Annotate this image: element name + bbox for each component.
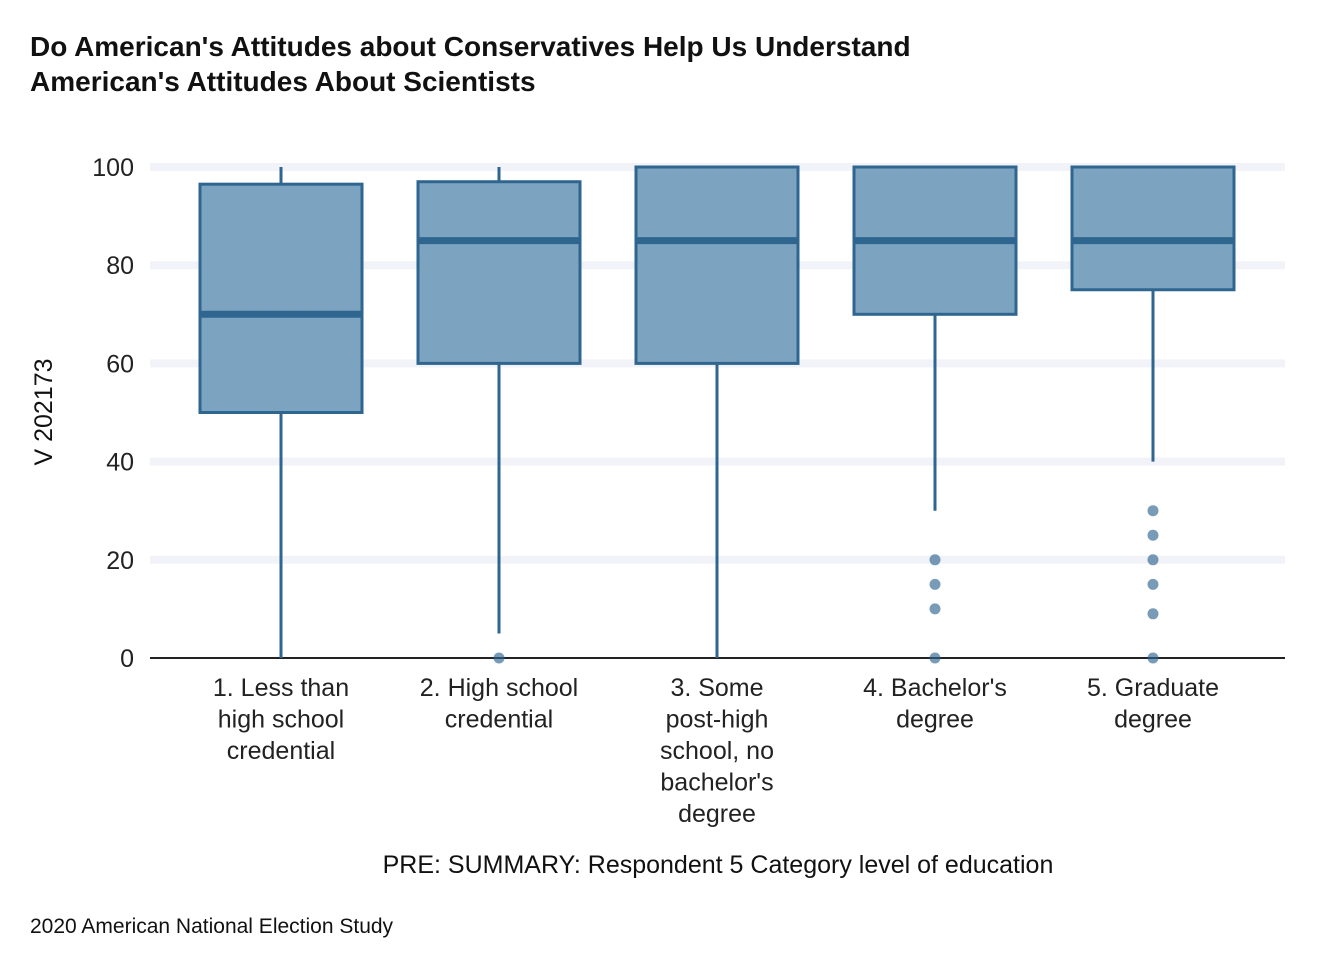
x-tick-label-line: bachelor's bbox=[660, 769, 773, 797]
chart-title-line-2: American's Attitudes About Scientists bbox=[30, 66, 536, 97]
outlier-point bbox=[1147, 554, 1159, 566]
box-group bbox=[416, 167, 582, 664]
y-tick-labels: 0 20 40 60 80 100 bbox=[92, 154, 134, 673]
x-tick-label-line: high school bbox=[218, 706, 344, 734]
y-tick-label: 80 bbox=[106, 252, 134, 280]
chart-title-line-1: Do American's Attitudes about Conservati… bbox=[30, 31, 911, 62]
outlier-point bbox=[929, 578, 941, 590]
x-tick-label-line: post-high bbox=[666, 706, 769, 734]
x-tick-label-line: degree bbox=[896, 706, 974, 734]
x-tick-label-line: 5. Graduate bbox=[1087, 674, 1219, 702]
box-series bbox=[198, 165, 1236, 664]
outlier-point bbox=[929, 652, 941, 664]
y-tick-label: 20 bbox=[106, 547, 134, 575]
chart-caption: 2020 American National Election Study bbox=[30, 915, 394, 938]
box-group bbox=[634, 165, 800, 658]
x-tick-label-line: 2. High school bbox=[420, 674, 578, 702]
outlier-point bbox=[1147, 608, 1159, 620]
x-tick-label-line: 1. Less than bbox=[213, 674, 349, 702]
outlier-point bbox=[493, 652, 505, 664]
box-group bbox=[1070, 165, 1236, 664]
iqr-box bbox=[634, 165, 800, 365]
y-tick-label: 40 bbox=[106, 449, 134, 477]
x-tick-label-line: credential bbox=[227, 737, 335, 765]
outlier-point bbox=[929, 603, 941, 615]
outlier-point bbox=[1147, 578, 1159, 590]
iqr-box bbox=[198, 182, 364, 414]
x-tick-label: 5. Graduate degree bbox=[1087, 674, 1219, 734]
iqr-box bbox=[1070, 165, 1236, 292]
y-axis-title: V 202173 bbox=[30, 358, 58, 465]
x-tick-label-line: degree bbox=[1114, 706, 1192, 734]
box-group bbox=[852, 165, 1018, 664]
x-axis-title: PRE: SUMMARY: Respondent 5 Category leve… bbox=[383, 851, 1054, 879]
outlier-point bbox=[1147, 505, 1159, 517]
x-tick-label-line: school, no bbox=[660, 737, 774, 765]
x-tick-label: 2. High school credential bbox=[420, 674, 578, 734]
x-tick-label-line: credential bbox=[445, 706, 553, 734]
x-tick-label: 1. Less than high school credential bbox=[213, 674, 349, 765]
x-tick-label: 4. Bachelor's degree bbox=[863, 674, 1007, 734]
y-tick-label: 0 bbox=[120, 645, 134, 673]
outlier-point bbox=[929, 554, 941, 566]
x-tick-label: 3. Some post-high school, no bachelor's degr… bbox=[660, 674, 774, 828]
x-tick-label-line: 4. Bachelor's bbox=[863, 674, 1007, 702]
y-tick-label: 60 bbox=[106, 350, 134, 378]
x-tick-label-line: degree bbox=[678, 800, 756, 828]
box-group bbox=[198, 167, 364, 658]
x-tick-label-line: 3. Some bbox=[670, 674, 763, 702]
outlier-point bbox=[1147, 652, 1159, 664]
iqr-box bbox=[416, 180, 582, 365]
y-tick-label: 100 bbox=[92, 154, 134, 182]
outlier-point bbox=[1147, 529, 1159, 541]
